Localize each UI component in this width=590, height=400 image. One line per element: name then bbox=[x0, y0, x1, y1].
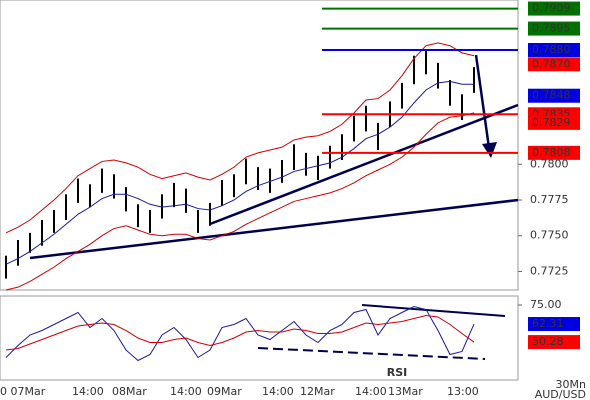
x-tick-label: 08Mar bbox=[112, 385, 147, 398]
y-tick-label: 75.00 bbox=[530, 298, 562, 311]
level-label: 0.7880 bbox=[532, 43, 571, 56]
symbol: AUD/USD bbox=[535, 388, 586, 400]
level-label: 50.28 bbox=[532, 335, 564, 348]
x-tick-label: 12Mar bbox=[300, 385, 335, 398]
timeframe: 30Mn bbox=[556, 378, 586, 391]
price-panel bbox=[0, 0, 519, 291]
y-tick-label: 0.7750 bbox=[530, 229, 569, 242]
level-label: 0.7895 bbox=[532, 22, 571, 35]
x-tick-label: 09Mar bbox=[207, 385, 242, 398]
level-box bbox=[528, 317, 580, 332]
x-tick-label: 14:00 bbox=[355, 385, 387, 398]
level-label: 0.7829 bbox=[532, 116, 571, 129]
level-box bbox=[528, 88, 580, 103]
level-label: 0.7870 bbox=[532, 57, 571, 70]
level-box bbox=[528, 145, 580, 160]
trendline bbox=[257, 347, 486, 360]
level-box bbox=[528, 115, 580, 130]
trendline bbox=[361, 304, 506, 317]
level-label: 0.7808 bbox=[532, 146, 571, 159]
series-line bbox=[5, 314, 475, 351]
level-box bbox=[528, 335, 580, 350]
level-label: 0.7909 bbox=[532, 2, 571, 15]
rsi-label: RSI bbox=[387, 366, 408, 379]
x-tick-label: 14:00 bbox=[262, 385, 294, 398]
rsi-panel bbox=[0, 295, 519, 381]
trendline bbox=[209, 103, 519, 226]
arrow-head bbox=[482, 142, 497, 158]
level-box bbox=[528, 57, 580, 72]
series-line bbox=[5, 112, 475, 291]
level-box bbox=[528, 43, 580, 57]
level-label: 62.31 bbox=[532, 317, 564, 330]
level-label: 0.7848 bbox=[532, 89, 571, 102]
level-box bbox=[528, 1, 580, 16]
x-tick-label: 14:00 bbox=[170, 385, 202, 398]
series-line bbox=[5, 80, 474, 265]
y-tick-label: 0.7725 bbox=[530, 264, 569, 277]
y-tick-label: 0.7775 bbox=[530, 193, 569, 206]
x-tick-label: 0 07Mar bbox=[0, 385, 46, 398]
annotations bbox=[29, 54, 519, 360]
x-tick-label: 13Mar bbox=[388, 385, 423, 398]
x-tick-label: 14:00 bbox=[72, 385, 104, 398]
trendline bbox=[29, 198, 519, 260]
arrow bbox=[474, 54, 491, 149]
y-tick-label: 0.7800 bbox=[530, 157, 569, 170]
x-tick-label: 13:00 bbox=[447, 385, 479, 398]
series-line bbox=[5, 42, 475, 234]
series-line bbox=[5, 305, 475, 362]
level-box bbox=[528, 21, 580, 36]
